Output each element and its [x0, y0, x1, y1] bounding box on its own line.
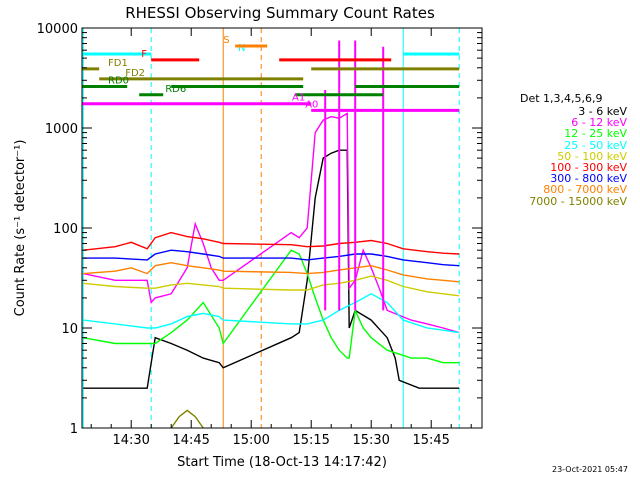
- legend-entry-1: 6 - 12 keV: [571, 116, 627, 130]
- flag-label-7: FD2: [125, 68, 145, 79]
- legend-entry-7: 800 - 7000 keV: [543, 183, 627, 197]
- flag-label-14: A0: [305, 99, 318, 110]
- flag-label-8: RD0: [108, 76, 129, 87]
- x-tick-label-3: 15:15: [292, 433, 329, 448]
- flag-label-5: FD1: [108, 58, 128, 69]
- y-axis-label: Count Rate (s⁻¹ detector⁻¹): [13, 140, 28, 317]
- y-tick-label-4: 10000: [37, 22, 78, 37]
- footer-timestamp: 23-Oct-2021 05:47: [552, 465, 628, 474]
- series-line-8: [170, 409, 204, 429]
- legend-entry-5: 100 - 300 keV: [550, 161, 627, 175]
- y-tick-label-3: 1000: [45, 122, 78, 137]
- x-tick-label-2: 15:00: [232, 433, 269, 448]
- y-axis: 1 10 100 1000 10000: [37, 22, 482, 437]
- x-tick-label-4: 15:30: [352, 433, 389, 448]
- x-tick-label-5: 15:45: [412, 433, 449, 448]
- flag-label-11: RD6: [165, 84, 186, 95]
- y-tick-label-2: 100: [53, 222, 78, 237]
- legend-title: Det 1,3,4,5,6,9: [520, 92, 603, 105]
- flag-label-3: F: [141, 49, 147, 60]
- legend-entry-4: 50 - 100 keV: [557, 149, 627, 163]
- legend-entry-0: 3 - 6 keV: [578, 105, 627, 118]
- series-line-4: [83, 275, 460, 297]
- series-line-1: [83, 112, 460, 334]
- series-line-2: [83, 249, 460, 364]
- legend-entry-6: 300 - 800 keV: [550, 172, 627, 186]
- y-tick-label-0: 1: [70, 422, 78, 437]
- legend-entry-2: 12 - 25 keV: [564, 127, 627, 141]
- x-tick-label-1: 14:45: [172, 433, 209, 448]
- legend-entry-8: 7000 - 15000 keV: [529, 194, 627, 208]
- legend: 3 - 6 keV 6 - 12 keV 12 - 25 keV 25 - 50 ke…: [482, 106, 627, 207]
- flag-label-13: A1: [292, 93, 305, 104]
- flag-label-0: N: [238, 43, 245, 54]
- series-line-7: [83, 261, 460, 283]
- x-axis: 14:30 14:45 15:00 15:15 15:30 15:45: [90, 28, 472, 448]
- flag-label-2: S: [223, 35, 229, 46]
- series-line-5: [83, 231, 460, 255]
- x-tick-label-0: 14:30: [112, 433, 149, 448]
- chart-title: RHESSI Observing Summary Count Rates: [125, 4, 435, 22]
- series-line-3: [83, 293, 460, 334]
- legend-entry-3: 25 - 50 keV: [564, 138, 627, 152]
- series-line-0: [83, 149, 460, 389]
- y-tick-label-1: 10: [61, 322, 78, 337]
- x-axis-label: Start Time (18-Oct-13 14:17:42): [177, 455, 387, 470]
- series-line-6: [83, 249, 460, 267]
